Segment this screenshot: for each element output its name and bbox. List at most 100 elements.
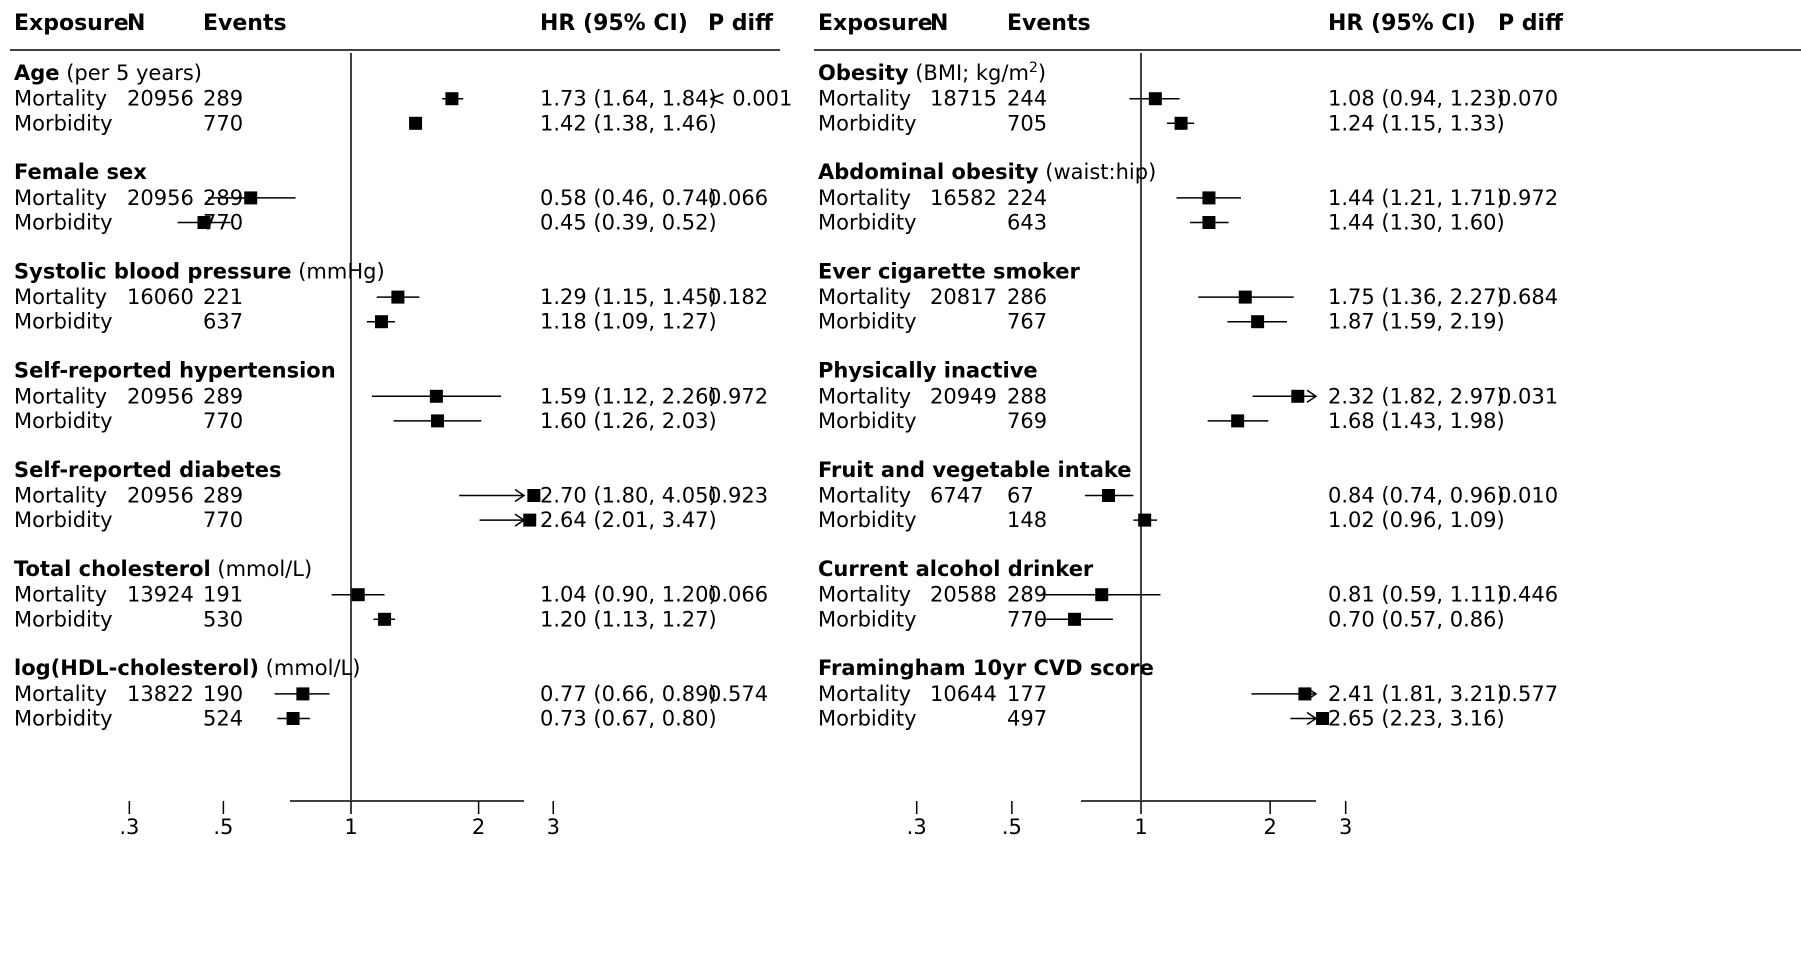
exposure-group-title: log(HDL-cholesterol) (mmol/L) bbox=[14, 656, 360, 680]
point-estimate-marker bbox=[1251, 315, 1265, 329]
events-value: 221 bbox=[203, 285, 243, 309]
x-axis-tick-label: .3 bbox=[119, 815, 139, 839]
outcome-label: Morbidity bbox=[14, 508, 113, 532]
exposure-name: Age bbox=[14, 61, 60, 85]
n-value: 13924 bbox=[127, 583, 194, 607]
outcome-label: Morbidity bbox=[818, 409, 917, 433]
column-header-exposure: Exposure bbox=[818, 11, 933, 36]
point-estimate-marker bbox=[351, 588, 365, 602]
events-value: 530 bbox=[203, 607, 243, 631]
outcome-label: Morbidity bbox=[14, 707, 113, 731]
hr-ci-label: 1.20 (1.13, 1.27) bbox=[540, 607, 717, 631]
events-value: 67 bbox=[1007, 484, 1034, 508]
hr-ci-label: 1.04 (0.90, 1.20) bbox=[540, 583, 717, 607]
events-value: 767 bbox=[1007, 310, 1047, 334]
point-estimate-marker bbox=[1238, 290, 1252, 304]
p-diff-value: 0.972 bbox=[708, 384, 768, 408]
p-diff-value: 0.066 bbox=[708, 186, 768, 210]
n-value: 13822 bbox=[127, 682, 194, 706]
exposure-unit-superscript: 2 bbox=[1029, 60, 1038, 76]
hr-ci-label: 2.70 (1.80, 4.05) bbox=[540, 484, 717, 508]
column-header-events: Events bbox=[203, 11, 287, 36]
hr-ci-label: 1.75 (1.36, 2.27) bbox=[1328, 285, 1505, 309]
outcome-label: Morbidity bbox=[14, 310, 113, 334]
events-value: 191 bbox=[203, 583, 243, 607]
hr-ci-label: 2.64 (2.01, 3.47) bbox=[540, 508, 717, 532]
outcome-label: Mortality bbox=[818, 285, 911, 309]
x-axis-tick-label: 1 bbox=[1134, 815, 1147, 839]
events-value: 705 bbox=[1007, 111, 1047, 135]
outcome-label: Mortality bbox=[818, 484, 911, 508]
events-value: 770 bbox=[203, 111, 243, 135]
x-axis-tick-label: 3 bbox=[1339, 815, 1352, 839]
hr-ci-label: 0.45 (0.39, 0.52) bbox=[540, 211, 717, 235]
point-estimate-marker bbox=[409, 116, 423, 130]
events-value: 286 bbox=[1007, 285, 1047, 309]
x-axis-tick-label: 1 bbox=[344, 815, 357, 839]
exposure-name: log(HDL-cholesterol) bbox=[14, 656, 259, 680]
n-value: 10644 bbox=[930, 682, 997, 706]
hr-ci-label: 1.02 (0.96, 1.09) bbox=[1328, 508, 1505, 532]
point-estimate-marker bbox=[1202, 191, 1216, 205]
outcome-label: Morbidity bbox=[818, 310, 917, 334]
exposure-group-title: Ever cigarette smoker bbox=[818, 259, 1080, 283]
exposure-name: Abdominal obesity bbox=[818, 160, 1039, 184]
n-value: 6747 bbox=[930, 484, 983, 508]
x-axis-tick-label: 3 bbox=[547, 815, 560, 839]
events-value: 224 bbox=[1007, 186, 1047, 210]
hr-ci-label: 1.44 (1.21, 1.71) bbox=[1328, 186, 1505, 210]
events-value: 770 bbox=[203, 508, 243, 532]
p-diff-value: 0.031 bbox=[1498, 384, 1558, 408]
p-diff-value: 0.574 bbox=[708, 682, 768, 706]
x-axis-tick-label: .5 bbox=[213, 815, 233, 839]
point-estimate-marker bbox=[244, 191, 258, 205]
exposure-name: Total cholesterol bbox=[14, 557, 211, 581]
n-value: 20956 bbox=[127, 484, 194, 508]
ci-truncation-arrow bbox=[1306, 389, 1318, 403]
events-value: 770 bbox=[203, 409, 243, 433]
hr-ci-label: 1.08 (0.94, 1.23) bbox=[1328, 87, 1505, 111]
point-estimate-marker bbox=[431, 414, 445, 428]
exposure-unit: (mmol/L) bbox=[259, 656, 360, 680]
exposure-unit: (mmol/L) bbox=[211, 557, 312, 581]
x-axis-tick-label: .3 bbox=[907, 815, 927, 839]
outcome-label: Morbidity bbox=[818, 707, 917, 731]
events-value: 769 bbox=[1007, 409, 1047, 433]
p-diff-value: 0.070 bbox=[1498, 87, 1558, 111]
outcome-label: Morbidity bbox=[818, 607, 917, 631]
exposure-unit: (BMI; kg/m bbox=[909, 61, 1029, 85]
x-axis-tick-label: 2 bbox=[472, 815, 485, 839]
column-header-events: Events bbox=[1007, 11, 1091, 36]
point-estimate-marker bbox=[1291, 389, 1305, 403]
outcome-label: Mortality bbox=[14, 682, 107, 706]
hr-ci-label: 1.59 (1.12, 2.26) bbox=[540, 384, 717, 408]
events-value: 244 bbox=[1007, 87, 1047, 111]
exposure-group-title: Female sex bbox=[14, 160, 147, 184]
events-value: 289 bbox=[203, 484, 243, 508]
n-value: 20588 bbox=[930, 583, 997, 607]
point-estimate-marker bbox=[1138, 513, 1152, 527]
events-value: 289 bbox=[203, 384, 243, 408]
events-value: 148 bbox=[1007, 508, 1047, 532]
exposure-group-title: Obesity (BMI; kg/m2) bbox=[818, 60, 1046, 85]
outcome-label: Morbidity bbox=[14, 111, 113, 135]
hr-ci-label: 1.29 (1.15, 1.45) bbox=[540, 285, 717, 309]
events-value: 643 bbox=[1007, 211, 1047, 235]
outcome-label: Mortality bbox=[14, 384, 107, 408]
events-value: 288 bbox=[1007, 384, 1047, 408]
hr-ci-label: 1.60 (1.26, 2.03) bbox=[540, 409, 717, 433]
exposure-name: Fruit and vegetable intake bbox=[818, 458, 1132, 482]
outcome-label: Mortality bbox=[818, 384, 911, 408]
exposure-name: Physically inactive bbox=[818, 359, 1038, 383]
exposure-group-title: Self-reported hypertension bbox=[14, 359, 336, 383]
events-value: 289 bbox=[1007, 583, 1047, 607]
column-header-hr: HR (95% CI) bbox=[540, 11, 688, 36]
point-estimate-marker bbox=[527, 489, 541, 502]
hr-ci-label: 1.87 (1.59, 2.19) bbox=[1328, 310, 1505, 334]
hr-ci-label: 0.70 (0.57, 0.86) bbox=[1328, 607, 1505, 631]
p-diff-value: 0.066 bbox=[708, 583, 768, 607]
n-value: 16582 bbox=[930, 186, 997, 210]
column-header-hr: HR (95% CI) bbox=[1328, 11, 1476, 36]
outcome-label: Mortality bbox=[818, 186, 911, 210]
